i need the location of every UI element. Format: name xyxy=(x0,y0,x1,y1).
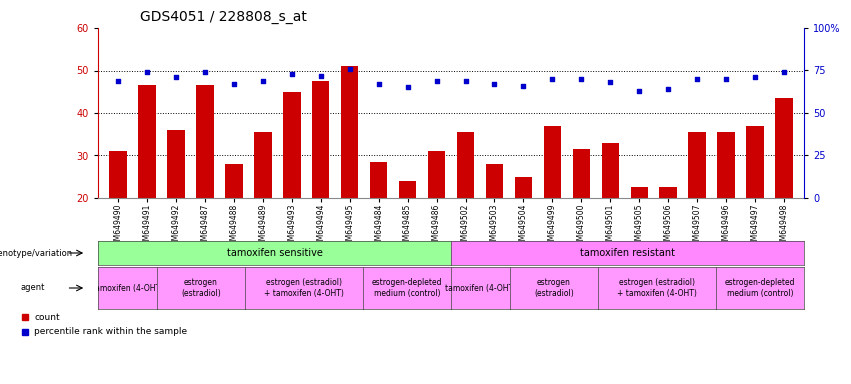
Point xyxy=(314,73,328,79)
Bar xyxy=(428,151,445,198)
Bar xyxy=(139,85,156,198)
Bar xyxy=(457,132,474,198)
Bar xyxy=(688,132,705,198)
Bar xyxy=(370,162,387,198)
Bar xyxy=(226,164,243,198)
Point xyxy=(777,69,791,75)
Text: count: count xyxy=(34,313,60,322)
Text: estrogen
(estradiol): estrogen (estradiol) xyxy=(181,278,220,298)
Text: tamoxifen resistant: tamoxifen resistant xyxy=(580,248,675,258)
Point xyxy=(372,81,386,87)
Text: agent: agent xyxy=(20,283,44,293)
Text: estrogen-depleted
medium (control): estrogen-depleted medium (control) xyxy=(725,278,796,298)
Point xyxy=(690,76,704,82)
Bar xyxy=(660,187,677,198)
Bar xyxy=(544,126,561,198)
Point xyxy=(603,79,617,86)
Point xyxy=(661,86,675,92)
Text: estrogen (estradiol)
+ tamoxifen (4-OHT): estrogen (estradiol) + tamoxifen (4-OHT) xyxy=(264,278,344,298)
Bar xyxy=(197,85,214,198)
Point xyxy=(256,78,270,84)
Bar xyxy=(602,143,619,198)
Point xyxy=(111,78,125,84)
Bar xyxy=(515,177,532,198)
Point xyxy=(719,76,733,82)
Point xyxy=(401,84,414,91)
Bar xyxy=(341,66,358,198)
Point xyxy=(545,76,559,82)
Point xyxy=(430,78,443,84)
Bar xyxy=(717,132,734,198)
Bar xyxy=(110,151,127,198)
Point xyxy=(227,81,241,87)
Point xyxy=(632,88,646,94)
Bar xyxy=(775,98,792,198)
Point xyxy=(198,69,212,75)
Text: genotype/variation: genotype/variation xyxy=(0,248,72,258)
Point xyxy=(169,74,183,80)
Bar xyxy=(746,126,763,198)
Point xyxy=(748,74,762,80)
Bar xyxy=(573,149,590,198)
Point xyxy=(343,66,357,72)
Point xyxy=(459,78,472,84)
Bar xyxy=(631,187,648,198)
Text: percentile rank within the sample: percentile rank within the sample xyxy=(34,327,187,336)
Text: tamoxifen (4-OHT): tamoxifen (4-OHT) xyxy=(445,283,516,293)
Text: tamoxifen sensitive: tamoxifen sensitive xyxy=(226,248,323,258)
Bar xyxy=(486,164,503,198)
Bar xyxy=(254,132,271,198)
Point xyxy=(574,76,588,82)
Text: estrogen (estradiol)
+ tamoxifen (4-OHT): estrogen (estradiol) + tamoxifen (4-OHT) xyxy=(617,278,697,298)
Text: estrogen
(estradiol): estrogen (estradiol) xyxy=(534,278,574,298)
Point xyxy=(140,69,154,75)
Point xyxy=(517,83,530,89)
Point xyxy=(488,81,501,87)
Text: estrogen-depleted
medium (control): estrogen-depleted medium (control) xyxy=(372,278,443,298)
Bar xyxy=(312,81,329,198)
Bar xyxy=(283,92,300,198)
Point xyxy=(285,71,299,77)
Bar xyxy=(399,181,416,198)
Text: GDS4051 / 228808_s_at: GDS4051 / 228808_s_at xyxy=(140,10,307,24)
Bar xyxy=(168,130,185,198)
Text: tamoxifen (4-OHT): tamoxifen (4-OHT) xyxy=(92,283,163,293)
